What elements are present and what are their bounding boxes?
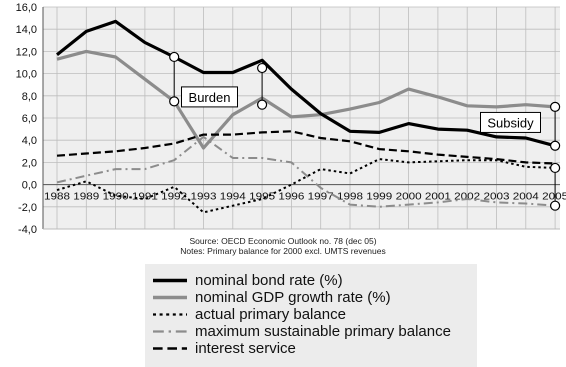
x-tick-label: 1989: [73, 192, 100, 203]
y-tick-label: 0,0: [22, 180, 37, 192]
y-tick-label: 6,0: [22, 113, 37, 125]
x-tick-label: 2005: [542, 192, 566, 203]
x-tick-label: 1993: [191, 192, 218, 203]
y-tick-label: 10,0: [16, 69, 37, 81]
legend-label: actual primary balance: [195, 306, 346, 323]
annotation-marker: [257, 99, 268, 110]
legend-swatch: [153, 340, 187, 357]
x-tick-label: 1997: [308, 192, 335, 203]
x-tick-label: 1994: [220, 192, 247, 203]
annotation-marker: [549, 140, 561, 151]
legend-item: maximum sustainable primary balance: [145, 323, 451, 340]
annotation-marker: [549, 162, 561, 174]
legend: nominal bond rate (%) nominal GDP growth …: [145, 264, 477, 367]
legend-item: interest service: [145, 340, 296, 357]
legend-swatch: [153, 306, 187, 323]
x-tick-label: 2002: [454, 192, 481, 203]
x-tick-label: 2000: [396, 192, 423, 203]
x-tick-label: 1999: [366, 192, 393, 203]
legend-swatch: [153, 289, 187, 306]
legend-label: maximum sustainable primary balance: [195, 323, 451, 340]
annotation-marker: [549, 101, 561, 113]
legend-label: interest service: [195, 340, 296, 357]
x-tick-label: 2003: [484, 192, 511, 203]
y-tick-label: 2,0: [22, 157, 37, 169]
legend-item: nominal GDP growth rate (%): [145, 289, 391, 306]
x-tick-label: 1995: [249, 192, 276, 203]
legend-label: nominal GDP growth rate (%): [195, 289, 391, 306]
series-line: [56, 49, 556, 150]
burden-box: [181, 86, 238, 108]
x-tick-label: 2004: [513, 192, 540, 203]
legend-swatch: [153, 323, 187, 340]
subsidy-label: Subsidy: [487, 115, 534, 130]
series-line: [56, 135, 556, 208]
x-tick-label: 1991: [132, 192, 159, 203]
notes-line: Notes: Primary balance for 2000 excl. UM…: [180, 246, 386, 256]
source-note: Source: OECD Economic Outlook no. 78 (de…: [189, 236, 377, 246]
y-tick-label: -2,0: [18, 202, 37, 214]
x-tick-label: 1992: [161, 192, 188, 203]
x-tick-label: 1988: [44, 192, 71, 203]
subsidy-box: [480, 111, 541, 133]
legend-item: nominal bond rate (%): [145, 272, 343, 289]
legend-label: nominal bond rate (%): [195, 272, 343, 289]
annotation-marker: [549, 200, 561, 211]
x-tick-label: 2001: [425, 192, 452, 203]
x-tick-label: 1998: [337, 192, 364, 203]
burden-label: Burden: [189, 90, 231, 105]
y-tick-label: 12,0: [16, 46, 37, 58]
annotation-marker: [169, 51, 180, 63]
y-tick-label: 8,0: [22, 91, 37, 103]
legend-swatch: [153, 272, 187, 289]
x-tick-label: 1990: [103, 192, 130, 203]
legend-item: actual primary balance: [145, 306, 346, 323]
series-line: [56, 19, 556, 148]
y-tick-label: 14,0: [16, 24, 37, 36]
y-tick-label: 4,0: [22, 135, 37, 147]
annotation-marker: [257, 62, 268, 74]
x-tick-label: 1996: [278, 192, 305, 203]
annotation-marker: [169, 96, 180, 107]
y-tick-label: 16,0: [16, 2, 37, 14]
y-tick-label: -4,0: [18, 224, 37, 236]
